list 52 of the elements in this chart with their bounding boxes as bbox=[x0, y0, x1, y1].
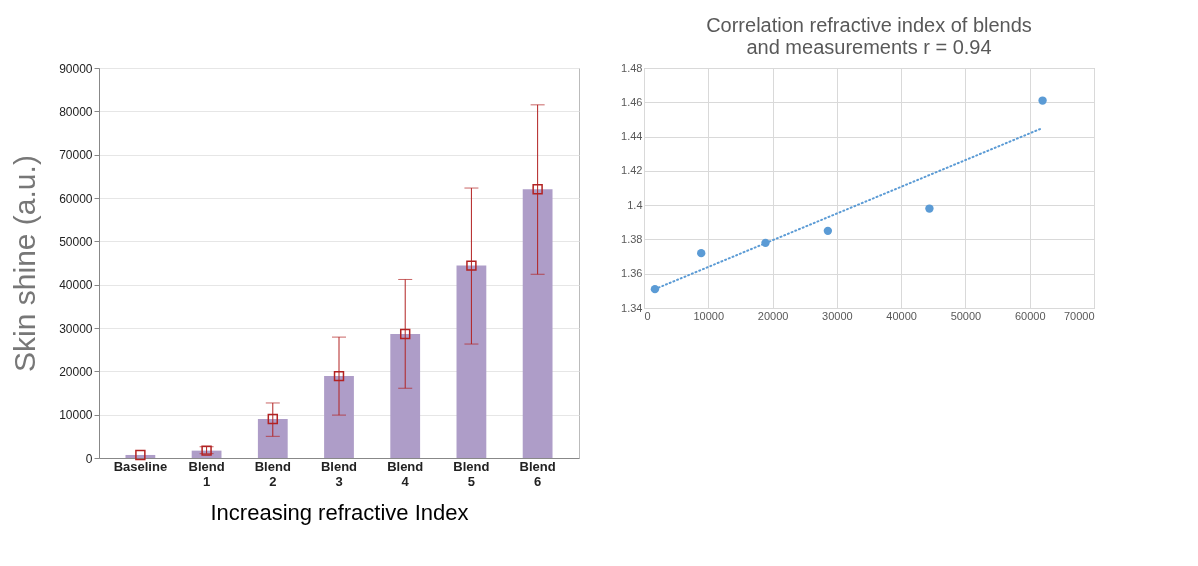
x-tick-label: Blend 4 bbox=[387, 458, 424, 489]
x-tick-label: 50000 bbox=[950, 309, 982, 322]
point bbox=[333, 370, 345, 382]
y-tick-label: 40000 bbox=[59, 278, 93, 293]
x-tick-label: 0 bbox=[644, 309, 651, 322]
y-tick-label: 1.36 bbox=[621, 267, 643, 280]
x-tick-label: Blend 6 bbox=[519, 458, 556, 489]
y-tick-label: 30000 bbox=[59, 321, 93, 336]
y-tick-label: 10000 bbox=[59, 408, 93, 423]
x-tick-label: 30000 bbox=[822, 309, 853, 322]
y-axis-title: Skin shine (a.u.) bbox=[8, 155, 42, 372]
y-tick-label: 80000 bbox=[59, 104, 93, 119]
y-tick-label: 1.38 bbox=[621, 232, 643, 245]
y-tick-label: 60000 bbox=[59, 191, 93, 206]
y-tick-label: 1.48 bbox=[621, 61, 643, 74]
point bbox=[267, 413, 279, 425]
x-axis-title: Increasing refractive Index bbox=[210, 499, 469, 525]
x-tick-label: 20000 bbox=[757, 309, 789, 322]
x-tick-label: Baseline bbox=[113, 458, 168, 474]
bar bbox=[324, 376, 354, 458]
y-tick-label: 1.44 bbox=[621, 130, 643, 143]
x-tick-label: 60000 bbox=[1014, 309, 1046, 322]
y-tick-label: 50000 bbox=[59, 234, 93, 249]
x-tick-label: Blend 3 bbox=[320, 458, 358, 489]
chart-title: Correlation refractive index of blends and measurements r = 0.94 bbox=[706, 14, 1032, 58]
y-tick-label: 1.46 bbox=[621, 95, 643, 108]
x-tick-label: Blend 2 bbox=[254, 458, 291, 489]
bar bbox=[390, 334, 421, 458]
bar bbox=[456, 265, 487, 458]
point bbox=[399, 328, 411, 340]
point bbox=[761, 238, 770, 248]
y-tick-label: 90000 bbox=[59, 61, 93, 76]
y-tick-label: 20000 bbox=[59, 364, 93, 379]
x-tick-label: Blend 1 bbox=[188, 458, 225, 489]
point bbox=[1038, 96, 1047, 105]
y-tick-label: 70000 bbox=[59, 148, 93, 163]
point bbox=[532, 184, 543, 195]
point bbox=[466, 260, 477, 271]
point bbox=[697, 248, 706, 258]
y-tick-label: 1.34 bbox=[621, 301, 643, 314]
x-tick-label: 40000 bbox=[886, 309, 917, 322]
y-tick-label: 1.42 bbox=[621, 164, 643, 177]
point bbox=[925, 204, 934, 213]
point bbox=[135, 449, 146, 461]
bar bbox=[257, 419, 288, 458]
bar bbox=[522, 189, 553, 458]
y-tick-label: 1.4 bbox=[627, 198, 643, 211]
point bbox=[650, 284, 660, 294]
x-tick-label: Blend 5 bbox=[453, 458, 490, 489]
x-tick-label: 70000 bbox=[1063, 309, 1095, 322]
point bbox=[823, 226, 833, 236]
x-tick-label: 10000 bbox=[693, 309, 725, 322]
